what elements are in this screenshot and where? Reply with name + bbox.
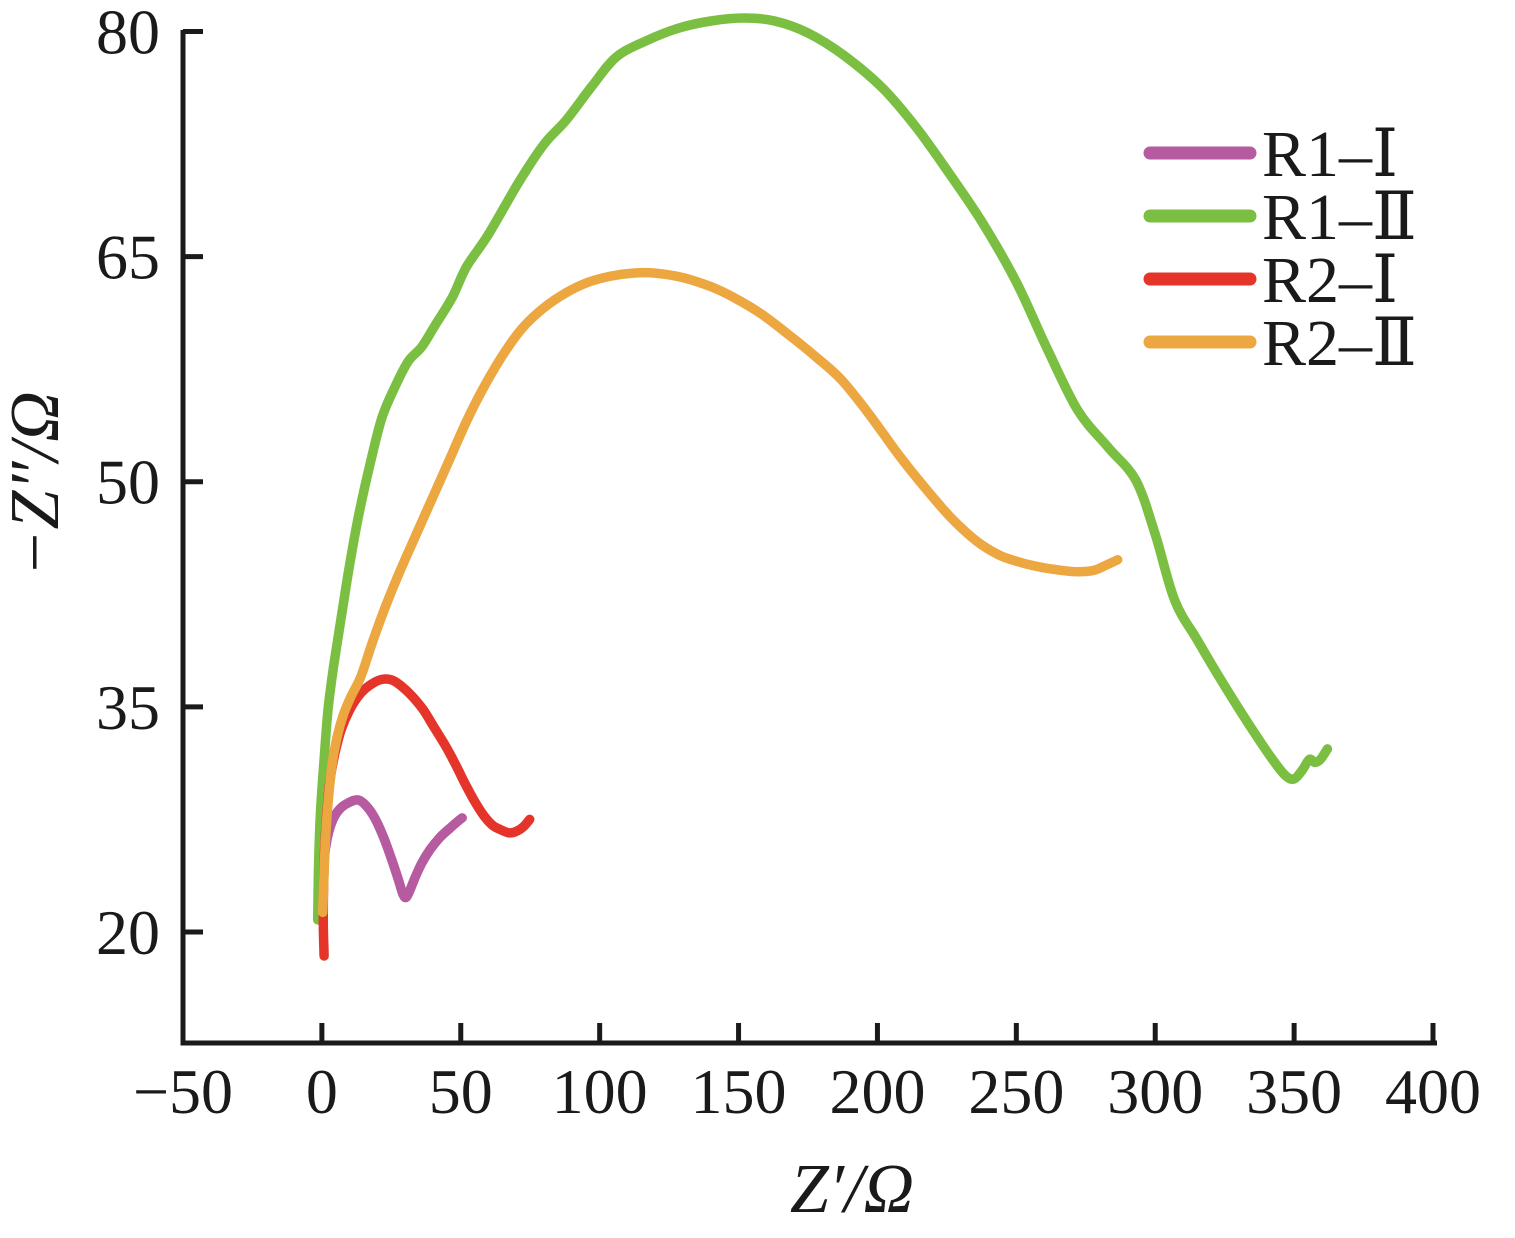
y-tick-label: 80 <box>96 0 160 68</box>
y-tick-label: 20 <box>96 897 160 968</box>
legend-item-3: R2–Ⅱ <box>1143 307 1417 380</box>
x-axis-ticks: −50 0 50 100 150 200 250 300 350 400 <box>133 1023 1481 1127</box>
x-tick-label: 400 <box>1385 1056 1481 1127</box>
x-tick-label: 100 <box>552 1056 648 1127</box>
x-tick-label: 300 <box>1107 1056 1203 1127</box>
x-tick-label: −50 <box>133 1056 233 1127</box>
x-axis-label: Z′/Ω <box>790 1151 914 1228</box>
y-tick-label: 35 <box>96 672 160 743</box>
series-curve-3 <box>317 267 1123 918</box>
legend-label: R1–Ⅰ <box>1262 118 1398 191</box>
x-tick-label: 200 <box>829 1056 925 1127</box>
legend-item-0: R1–Ⅰ <box>1143 118 1398 191</box>
axes: −50 0 50 100 150 200 250 300 350 400 20 35 50 65 80 <box>96 0 1481 1127</box>
x-tick-label: 350 <box>1246 1056 1342 1127</box>
legend-label: R1–Ⅱ <box>1262 181 1417 254</box>
data-series <box>312 13 1333 961</box>
x-tick-label: 250 <box>968 1056 1064 1127</box>
series-curve-2 <box>318 674 535 961</box>
x-tick-label: 0 <box>306 1056 338 1127</box>
series-curve-0 <box>317 795 467 928</box>
series-curve-1 <box>312 13 1333 925</box>
y-tick-label: 65 <box>96 222 160 293</box>
x-tick-label: 50 <box>429 1056 493 1127</box>
legend-label: R2–Ⅱ <box>1262 307 1417 380</box>
legend-item-1: R1–Ⅱ <box>1143 181 1417 254</box>
legend-label: R2–Ⅰ <box>1262 244 1398 317</box>
y-tick-label: 50 <box>96 447 160 518</box>
y-axis-label: −Z″/Ω <box>0 391 74 576</box>
legend-item-2: R2–Ⅰ <box>1143 244 1398 317</box>
x-tick-label: 150 <box>691 1056 787 1127</box>
y-axis-ticks: 20 35 50 65 80 <box>96 0 203 968</box>
